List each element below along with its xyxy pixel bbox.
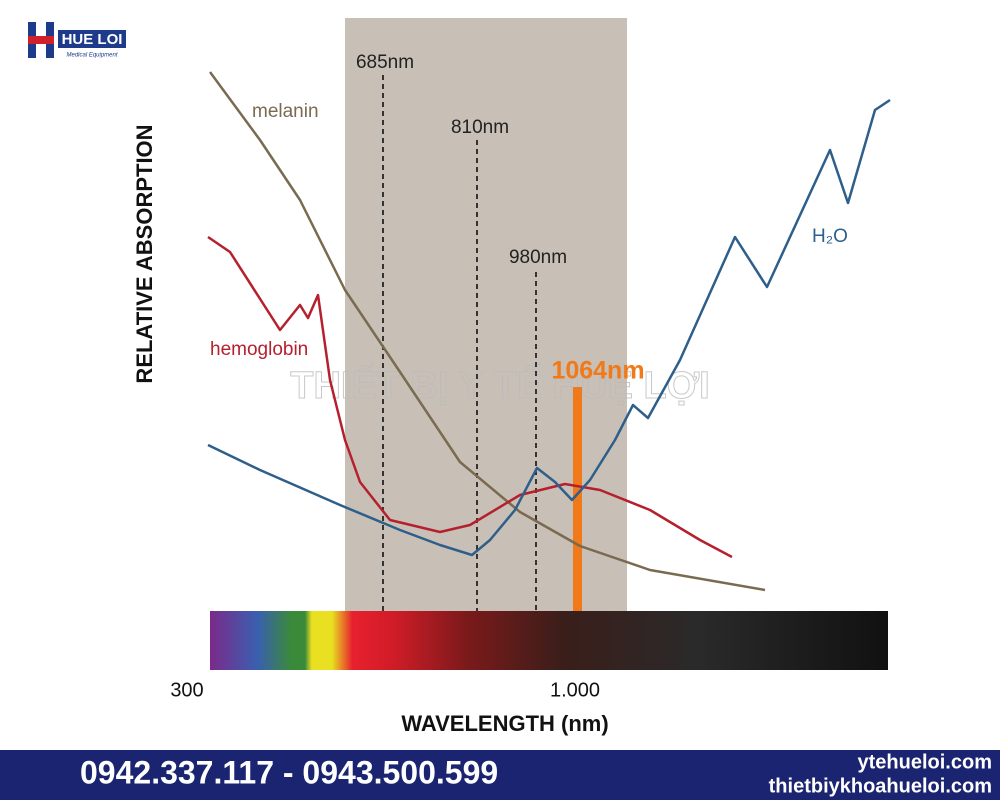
marker-lines: [382, 75, 537, 611]
marker-label: 810nm: [451, 117, 509, 138]
footer-website: ytehueloi.com: [858, 751, 992, 773]
laser-bar: [573, 387, 582, 611]
footer-band: [0, 750, 1000, 800]
marker-label: 1064nm: [551, 357, 644, 385]
logo-name: HUE LOI: [62, 31, 123, 48]
optical-window: [345, 18, 627, 611]
x-label: 300: [170, 679, 203, 701]
watermark: THIẾT BỊ Y TẾ HUỆ LỢI: [290, 363, 710, 407]
curve-label: H₂O: [812, 226, 848, 247]
footer-phones: 0942.337.117 - 0943.500.599: [80, 754, 498, 790]
y-axis-title: RELATIVE ABSORPTION: [132, 124, 157, 383]
marker-label: 980nm: [509, 247, 567, 268]
hemoglobin-curve: [207, 235, 733, 559]
x-axis-title: WAVELENGTH (nm): [401, 711, 608, 736]
spectrum-bar: [210, 611, 888, 670]
logo: HUE LOI Medical Equipment: [28, 22, 126, 59]
curve-label: hemoglobin: [210, 339, 308, 360]
melanin-curve: [208, 71, 766, 592]
marker-label: 685nm: [356, 52, 414, 73]
x-label: 1.000: [550, 679, 600, 701]
footer-website: thietbiykhoahueloi.com: [769, 775, 992, 797]
curve-label: melanin: [252, 101, 319, 122]
logo-tagline: Medical Equipment: [66, 53, 117, 59]
water-curve: [207, 98, 891, 557]
